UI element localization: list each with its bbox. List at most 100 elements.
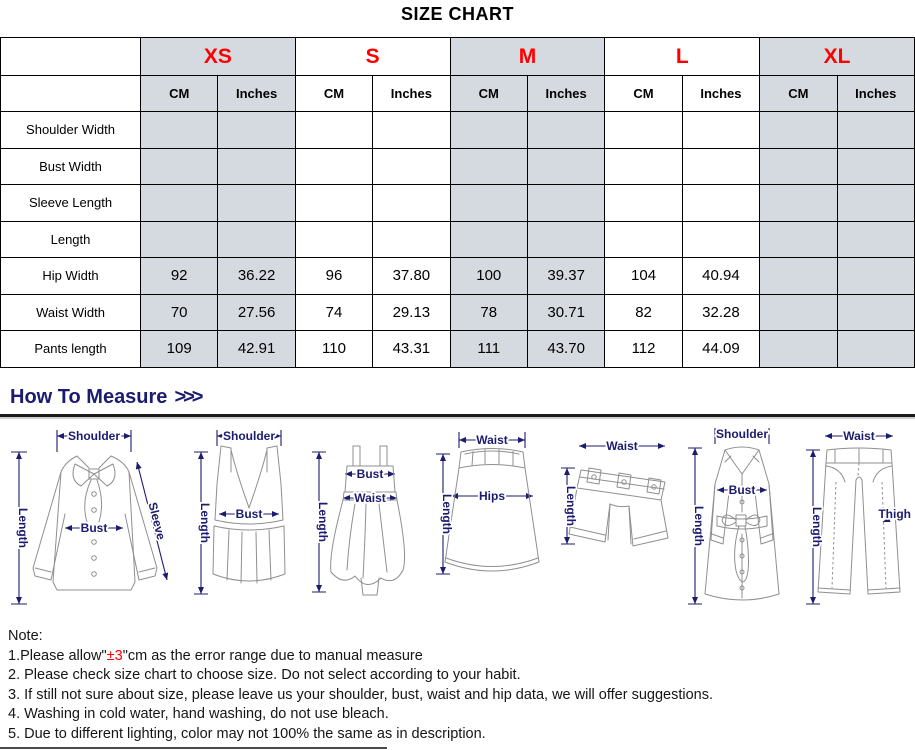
coat-bust-label: Bust [729, 483, 756, 497]
value-cell [604, 220, 683, 258]
value-cell: 112 [604, 330, 683, 368]
value-cell: 70 [139, 293, 219, 331]
unit-header: CM [139, 75, 219, 112]
unit-header: Inches [681, 75, 761, 112]
value-cell: 36.22 [217, 257, 296, 295]
value-cell [836, 293, 915, 331]
skirt-waist-label: Waist [476, 433, 508, 447]
unit-header: CM [604, 75, 683, 112]
row-label: Shoulder Width [0, 111, 141, 149]
dress-bust-label: Bust [357, 467, 384, 481]
value-cell [294, 147, 374, 185]
value-cell [526, 147, 606, 185]
coat-length-label: Length [692, 506, 706, 546]
value-cell [526, 111, 606, 149]
value-cell: 78 [449, 293, 528, 331]
skirt-length-label: Length [440, 494, 454, 534]
unit-header: Inches [372, 75, 451, 112]
value-cell: 37.80 [372, 257, 451, 295]
value-cell [681, 220, 761, 258]
value-cell [526, 220, 606, 258]
row-label: Length [0, 220, 141, 258]
skirt-hips-label: Hips [479, 489, 505, 503]
blouse-bust-label: Bust [81, 521, 108, 535]
value-cell: 96 [294, 257, 374, 295]
how-to-measure-diagrams: Shoulder Length Bust Sleeve Shoulder Len… [3, 422, 913, 622]
value-cell [139, 220, 219, 258]
value-cell [449, 220, 528, 258]
value-cell [372, 184, 451, 222]
value-cell [836, 184, 915, 222]
value-cell [449, 147, 528, 185]
value-cell [681, 184, 761, 222]
value-cell [139, 111, 219, 149]
value-cell [759, 293, 838, 331]
chevrons-icon: >>> [174, 386, 203, 408]
diagram-pants: Waist Length Thigh [806, 427, 911, 605]
value-cell: 27.56 [217, 293, 296, 331]
size-header-xs: XS [140, 37, 296, 76]
value-cell: 29.13 [372, 293, 451, 331]
value-cell: 92 [139, 257, 219, 295]
measurement-row: Bust Width [0, 147, 915, 185]
value-cell [217, 147, 296, 185]
value-cell: 104 [604, 257, 683, 295]
value-cell [294, 184, 374, 222]
value-cell: 42.91 [217, 330, 296, 368]
value-cell [449, 111, 528, 149]
note-line-4: 4. Washing in cold water, hand washing, … [8, 706, 389, 722]
note-line-1: 1.Please allow"±3"cm as the error range … [8, 647, 423, 664]
pants-length-label: Length [810, 507, 824, 547]
unit-header-row: CM Inches CM Inches CM Inches CM Inches CM Inches [0, 75, 915, 112]
value-cell [759, 257, 838, 295]
size-header-m: M [449, 37, 606, 76]
measurement-row: Length [0, 220, 915, 258]
unit-header: Inches [217, 75, 296, 112]
size-header-s: S [294, 37, 451, 76]
blouse-shoulder-label: Shoulder [68, 429, 120, 443]
unit-header: Inches [526, 75, 606, 112]
diagram-skirt: Waist Length Hips [436, 431, 540, 575]
tank-bust-label: Bust [236, 507, 263, 521]
measurement-row: Pants length 109 42.91 110 43.31 111 43.70 112 4… [0, 330, 915, 368]
value-cell: 39.37 [526, 257, 606, 295]
value-cell [217, 220, 296, 258]
measurement-row: Waist Width 70 27.56 74 29.13 78 30.71 82 32.28 [0, 293, 915, 331]
value-cell [759, 220, 838, 258]
value-cell: 74 [294, 293, 374, 331]
value-cell: 40.94 [681, 257, 761, 295]
notes-heading: Note: [8, 628, 43, 644]
value-cell [759, 330, 838, 368]
measure-heading: How To Measure >>> [10, 386, 203, 409]
corner-cell [0, 37, 141, 76]
bottom-border-line [0, 747, 387, 749]
value-cell [217, 111, 296, 149]
value-cell [294, 111, 374, 149]
diagram-coat: Shoulder Length Bust [688, 425, 780, 605]
value-cell: 111 [449, 330, 528, 368]
value-cell [681, 111, 761, 149]
size-header-l: L [604, 37, 761, 76]
value-cell [604, 111, 683, 149]
value-cell [217, 184, 296, 222]
value-cell: 109 [139, 330, 219, 368]
value-cell [294, 220, 374, 258]
value-cell: 110 [294, 330, 374, 368]
diagram-blouse: Shoulder Length Bust Sleeve [11, 427, 170, 605]
value-cell [836, 111, 915, 149]
value-cell [836, 220, 915, 258]
dress-length-label: Length [316, 502, 330, 542]
value-cell: 44.09 [681, 330, 761, 368]
value-cell: 32.28 [681, 293, 761, 331]
unit-header: CM [449, 75, 528, 112]
value-cell: 100 [449, 257, 528, 295]
tank-length-label: Length [198, 503, 212, 543]
value-cell: 43.70 [526, 330, 606, 368]
value-cell [372, 220, 451, 258]
diagram-dress: Bust Waist Length [312, 445, 406, 596]
measurement-row: Shoulder Width [0, 111, 915, 149]
diagram-shorts: Waist Length [561, 437, 669, 547]
note-line-2: 2. Please check size chart to choose siz… [8, 667, 521, 683]
measurement-row: Sleeve Length [0, 184, 915, 222]
value-cell [372, 111, 451, 149]
